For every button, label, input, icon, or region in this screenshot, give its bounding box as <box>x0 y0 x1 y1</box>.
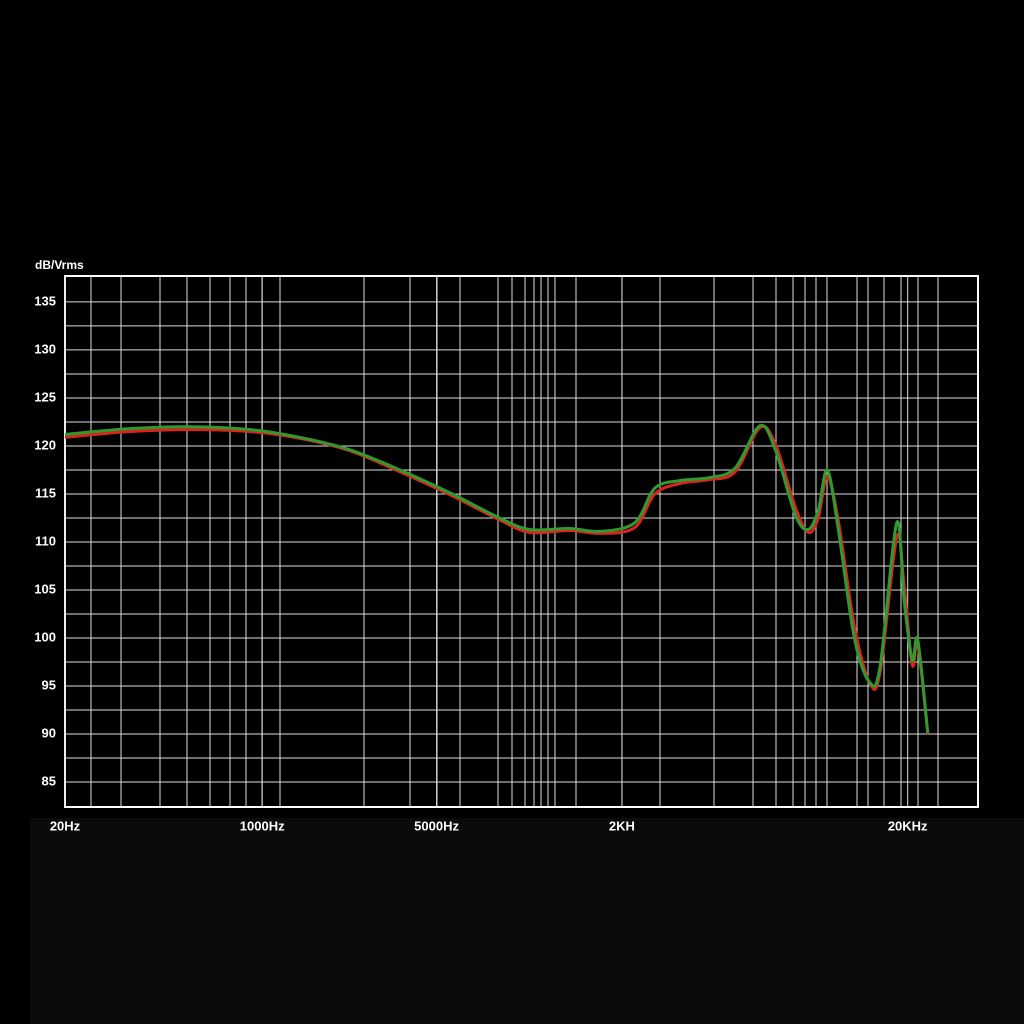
y-tick-label: 100 <box>34 629 56 644</box>
x-tick-label: 20KHz <box>888 818 928 833</box>
y-tick-label: 115 <box>35 485 56 500</box>
response-line <box>64 423 930 734</box>
y-tick-label: 135 <box>34 293 56 308</box>
y-tick-label: 125 <box>34 389 56 404</box>
y-tick-label: 120 <box>34 437 56 452</box>
x-tick-label: 1000Hz <box>240 818 285 833</box>
y-tick-label: 90 <box>42 725 56 740</box>
y-tick-label: 130 <box>34 341 56 356</box>
y-tick-label: 105 <box>34 581 56 596</box>
response-line <box>64 424 930 735</box>
y-tick-label: 95 <box>42 677 56 692</box>
y-tick-label: 110 <box>35 533 56 548</box>
x-tick-label: 5000Hz <box>414 818 459 833</box>
y-axis-label: dB/Vrms <box>35 258 84 272</box>
x-tick-label: 2KH <box>609 818 635 833</box>
y-tick-label: 85 <box>42 773 56 788</box>
footer-panel <box>30 818 1024 1024</box>
x-tick-label: 20Hz <box>50 818 81 833</box>
